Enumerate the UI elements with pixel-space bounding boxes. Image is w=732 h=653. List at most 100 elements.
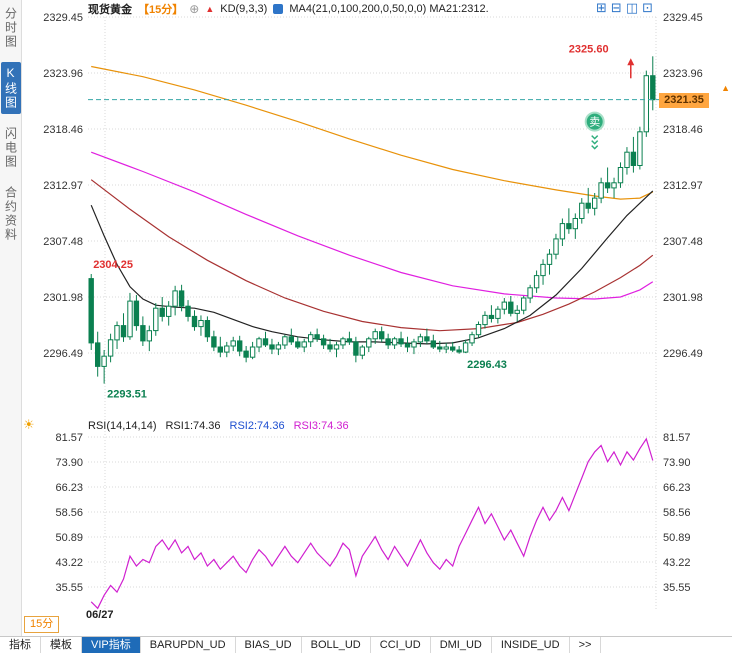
- tab-barupdn-ud[interactable]: BARUPDN_UD: [141, 637, 236, 653]
- price-annotation: 2325.60: [569, 43, 609, 55]
- candle-body: [237, 340, 243, 352]
- rsi-axis-label-right: 43.22: [663, 557, 691, 569]
- candle-body: [314, 334, 320, 340]
- candle-body: [114, 325, 120, 341]
- price-annotation: 2296.43: [467, 359, 507, 371]
- price-annotation: 2293.51: [107, 389, 147, 401]
- candle-body: [450, 346, 456, 351]
- candle-body: [553, 238, 559, 255]
- sidebar-item-lightning-chart[interactable]: 闪电图: [3, 127, 18, 169]
- rsi3-value: RSI3:74.36: [293, 420, 349, 432]
- rsi-axis-label-left: 58.56: [55, 507, 83, 519]
- sidebar-item-time-chart[interactable]: 分时图: [3, 7, 18, 49]
- candle-body: [120, 325, 127, 338]
- candle-body: [230, 340, 236, 347]
- candle-body: [172, 290, 178, 307]
- sell-signal-arrow: [591, 145, 599, 150]
- candle-body: [482, 314, 488, 326]
- rsi-axis-label-right: 50.89: [663, 532, 691, 544]
- candle-body: [475, 324, 482, 336]
- price-axis-label-left: 2329.45: [43, 12, 83, 24]
- candle-body: [88, 278, 94, 344]
- rsi-axis-label-left: 35.55: [55, 582, 83, 594]
- candle-body: [372, 331, 378, 340]
- candle-body: [624, 151, 630, 168]
- rsi-axis-label-right: 73.90: [663, 457, 691, 469]
- ma-indicator-label: MA4(21,0,100,200,0,50,0,0) MA21:2312.: [289, 2, 489, 15]
- price-axis-label-right: 2312.97: [663, 180, 703, 192]
- tab-bias-ud[interactable]: BIAS_UD: [236, 637, 302, 653]
- tab-templates[interactable]: 模板: [41, 637, 82, 653]
- tab-inside-ud[interactable]: INSIDE_UD: [492, 637, 570, 653]
- candle-body: [559, 223, 566, 240]
- layout-column-icon[interactable]: ◫: [625, 0, 639, 15]
- rsi-axis-label-right: 66.23: [663, 482, 691, 494]
- candle-body: [572, 218, 578, 230]
- candle-body: [153, 307, 159, 332]
- kd-indicator-label: KD(9,3,3): [220, 2, 268, 15]
- candle-body: [256, 338, 262, 348]
- candle-body: [398, 338, 404, 345]
- candle-body: [424, 336, 430, 342]
- candle-body: [456, 349, 462, 353]
- candle-body: [95, 342, 101, 367]
- period-selector-button[interactable]: 15分: [24, 616, 60, 633]
- tab-vip-indicators[interactable]: VIP指标: [82, 637, 141, 653]
- period-label: 【15分】: [138, 3, 184, 16]
- sell-signal-label: 卖: [589, 116, 600, 129]
- candle-body: [462, 342, 469, 353]
- x-axis-date-label: 06/27: [86, 609, 114, 621]
- sell-signal-arrow: [591, 135, 599, 140]
- candle-body: [159, 307, 165, 317]
- ma-line-MA200: [91, 65, 654, 200]
- candle-body: [604, 182, 611, 189]
- candle-body: [488, 314, 495, 319]
- candle-body: [637, 131, 643, 167]
- tab-more[interactable]: >>: [570, 637, 602, 653]
- candle-body: [430, 340, 437, 348]
- sell-signal: 卖: [584, 111, 605, 150]
- rsi-axis-label-left: 66.23: [55, 482, 83, 494]
- price-axis-label-left: 2323.96: [43, 68, 83, 80]
- candle-body: [340, 338, 346, 346]
- tab-boll-ud[interactable]: BOLL_UD: [302, 637, 371, 653]
- candle-body: [501, 301, 508, 310]
- candle-body: [211, 336, 217, 348]
- candle-body: [262, 338, 269, 346]
- tab-cci-ud[interactable]: CCI_UD: [371, 637, 431, 653]
- sidebar-item-kline-chart[interactable]: K线图: [0, 62, 21, 114]
- tab-indicators[interactable]: 指标: [0, 637, 41, 653]
- candle-body: [514, 309, 520, 314]
- left-sidebar: 分时图 K线图 闪电图 合约资料: [0, 0, 22, 636]
- layout-split-icon[interactable]: ⊟: [610, 0, 622, 15]
- candle-body: [527, 287, 533, 299]
- candle-body: [301, 341, 307, 348]
- candle-body: [598, 182, 604, 199]
- indicator-badge-icon[interactable]: [273, 3, 284, 14]
- candle-body: [495, 308, 501, 319]
- candle-body: [443, 346, 449, 350]
- rsi-axis-label-left: 43.22: [55, 557, 83, 569]
- candle-body: [346, 338, 353, 343]
- candle-body: [308, 334, 314, 343]
- rsi-axis-label-left: 81.57: [55, 432, 83, 444]
- peak-arrow-head: [627, 58, 635, 66]
- plus-circle-icon[interactable]: ⊕: [189, 1, 200, 16]
- up-triangle-icon: ▲: [721, 82, 730, 93]
- candle-body: [198, 320, 204, 328]
- price-axis-label-right: 2318.46: [663, 124, 703, 136]
- candle-body: [579, 202, 585, 219]
- indicator-settings-icon[interactable]: ☀: [23, 417, 35, 432]
- candle-body: [366, 338, 372, 348]
- layout-grid-icon[interactable]: ⊞: [596, 0, 607, 15]
- sidebar-item-contract-info[interactable]: 合约资料: [3, 186, 18, 242]
- candle-body: [282, 336, 288, 346]
- candle-body: [643, 75, 649, 133]
- layout-single-icon[interactable]: ⊡: [642, 0, 654, 15]
- candle-body: [107, 339, 114, 357]
- rsi1-value: RSI1:74.36: [165, 420, 221, 432]
- current-price-badge: 2321.35: [659, 92, 709, 108]
- candle-body: [521, 297, 527, 311]
- tab-dmi-ud[interactable]: DMI_UD: [431, 637, 492, 653]
